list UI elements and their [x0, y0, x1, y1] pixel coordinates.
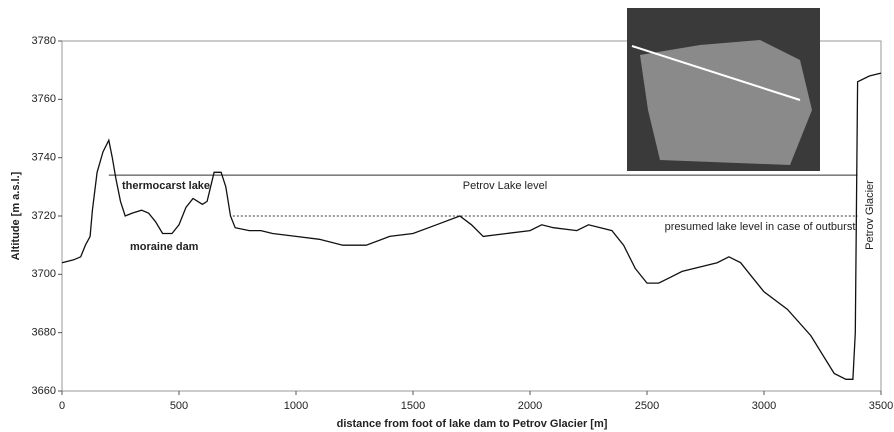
x-tick-label: 500 — [170, 400, 188, 412]
x-tick-label: 1000 — [284, 400, 308, 412]
y-tick-label: 3700 — [32, 268, 56, 280]
y-tick-label: 3680 — [32, 327, 56, 339]
annotation: thermocarst lake — [122, 180, 210, 192]
y-axis-title: Altitude [m a.s.l.] — [10, 171, 22, 260]
x-tick-label: 3500 — [869, 400, 893, 412]
x-tick-label: 2500 — [635, 400, 659, 412]
annotation: moraine dam — [130, 241, 199, 253]
reference-label: Petrov Lake level — [463, 180, 547, 192]
inset-photo — [627, 8, 820, 171]
x-tick-label: 0 — [59, 400, 65, 412]
y-tick-label: 3660 — [32, 385, 56, 397]
x-tick-label: 2000 — [518, 400, 542, 412]
y-tick-label: 3760 — [32, 93, 56, 105]
y-tick-label: 3740 — [32, 152, 56, 164]
reference-label: presumed lake level in case of outburst — [665, 221, 856, 233]
x-tick-label: 1500 — [401, 400, 425, 412]
y-tick-label: 3720 — [32, 210, 56, 222]
annotation: Petrov Glacier — [864, 180, 876, 250]
chart: thermocarst lake moraine dam Petrov Glac… — [0, 0, 894, 432]
y-tick-label: 3780 — [32, 35, 56, 47]
x-axis-title: distance from foot of lake dam to Petrov… — [337, 418, 608, 430]
x-tick-label: 3000 — [752, 400, 776, 412]
